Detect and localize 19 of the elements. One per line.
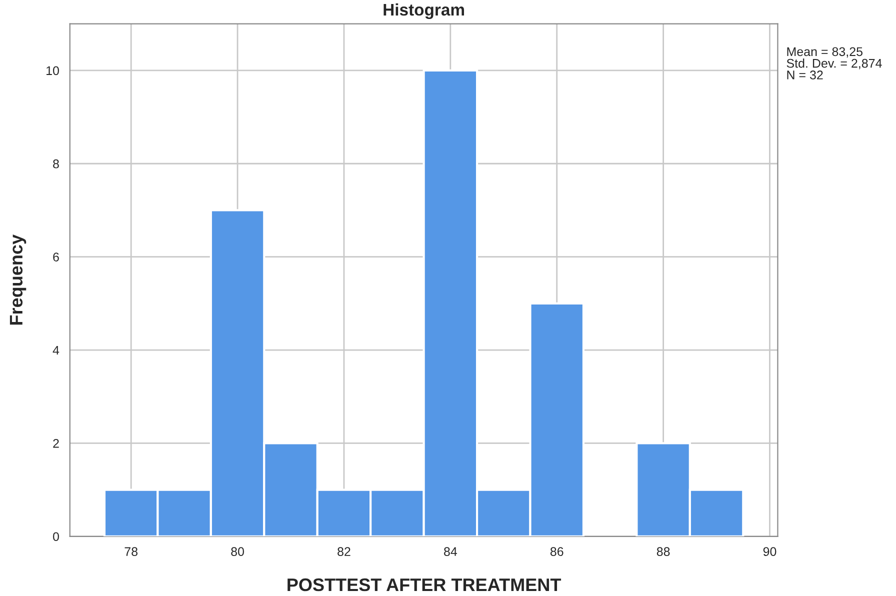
y-tick-label: 4 (52, 346, 60, 355)
y-axis-title: Frequency (10, 234, 26, 325)
y-tick-label: 0 (53, 532, 59, 542)
text: Std. Dev. = 2,874 (786, 58, 882, 70)
text: N = 32 (787, 70, 823, 80)
x-tick-label: 88 (656, 547, 670, 556)
x-tick-label: 84 (444, 547, 458, 556)
x-tick-label: 90 (763, 547, 776, 556)
y-tick-label: 6 (53, 252, 59, 262)
x-tick-label: 82 (338, 547, 350, 556)
x-tick-label: 80 (231, 547, 244, 556)
x-tick-label: 78 (124, 547, 138, 556)
x-tick-label: 86 (550, 547, 564, 556)
y-tick-label: 2 (53, 439, 59, 448)
y-tick-label: 8 (53, 159, 59, 168)
x-axis-title: POSTTEST AFTER TREATMENT (288, 578, 562, 592)
text: Mean = 83,25 (787, 47, 862, 58)
y-tick-label: 10 (46, 66, 59, 76)
chart-title: Histogram (384, 3, 464, 20)
